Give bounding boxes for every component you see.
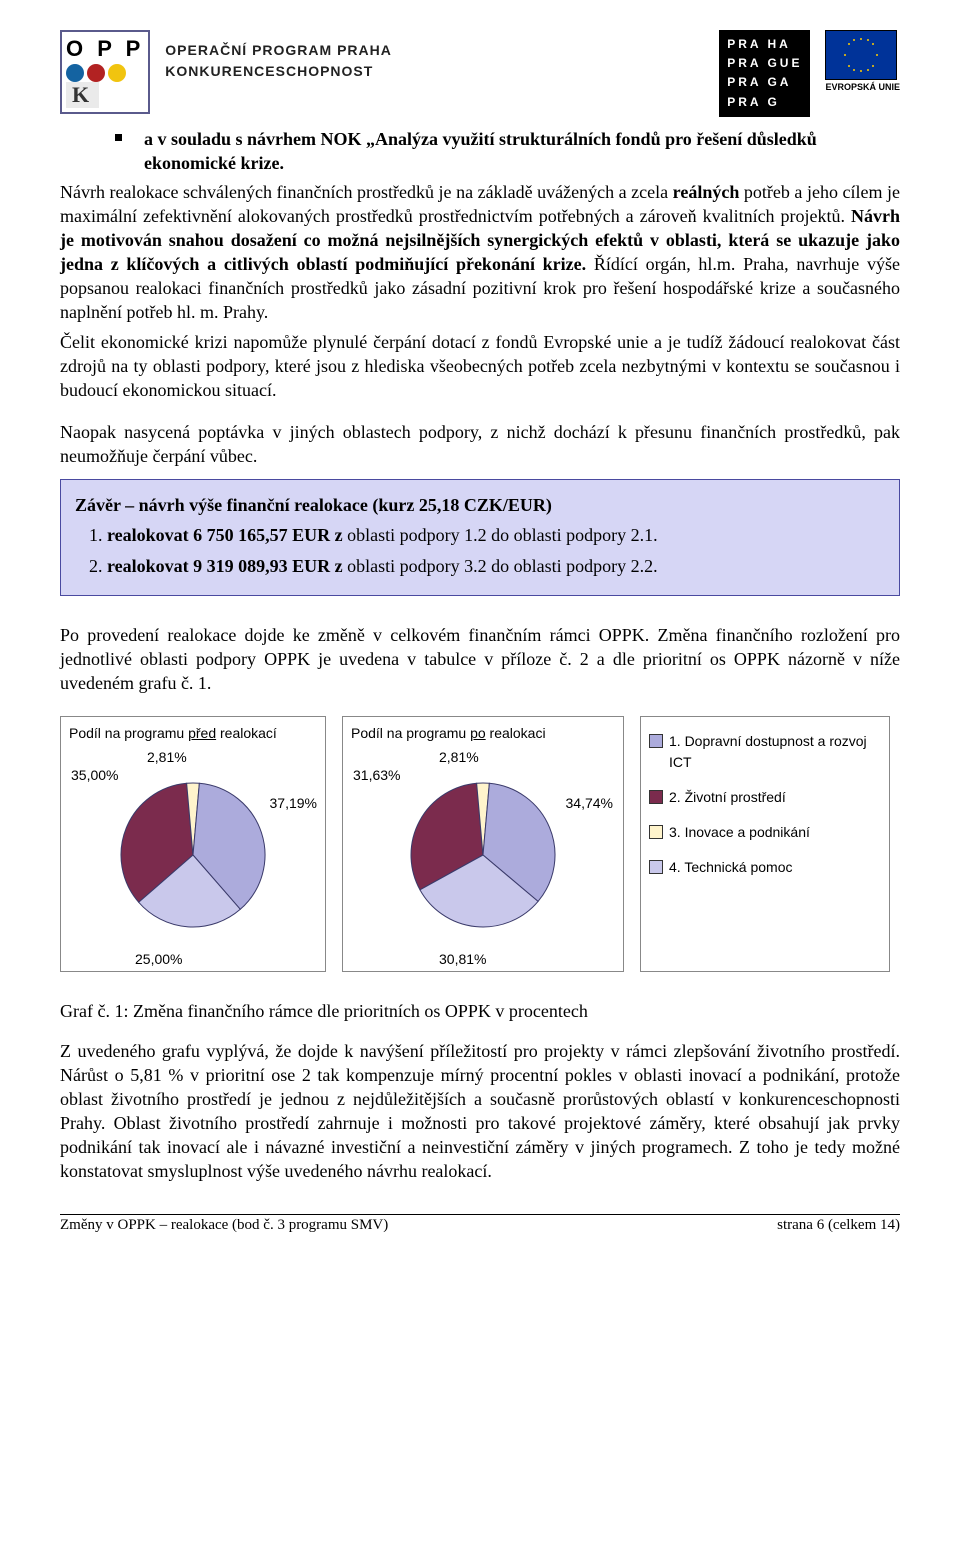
eu-label: EVROPSKÁ UNIE <box>825 82 900 92</box>
c2-bold: realokovat 9 319 089,93 EUR z <box>107 556 343 576</box>
callout-title: Závěr – návrh výše finanční realokace (k… <box>75 490 885 521</box>
page-header: O P P K OPERAČNÍ PROGRAM PRAHA KONKURENC… <box>60 30 900 117</box>
legend-label: 2. Životní prostředí <box>669 787 786 808</box>
legend-item: 4. Technická pomoc <box>649 857 881 878</box>
chart-before-title: Podíl na programu před realokací <box>69 725 317 741</box>
legend-item: 1. Dopravní dostupnost a rozvoj ICT <box>649 731 881 773</box>
legend-swatch-icon <box>649 734 663 748</box>
program-line2: KONKURENCESCHOPNOST <box>165 61 719 82</box>
pie-label: 35,00% <box>71 767 118 783</box>
eu-flag-icon <box>825 30 897 80</box>
footer-right: strana 6 (celkem 14) <box>777 1217 900 1234</box>
paragraph-5: Z uvedeného grafu vyplývá, že dojde k na… <box>60 1040 900 1184</box>
legend-label: 1. Dopravní dostupnost a rozvoj ICT <box>669 731 881 773</box>
legend-swatch-icon <box>649 790 663 804</box>
page-footer: Změny v OPPK – realokace (bod č. 3 progr… <box>60 1217 900 1234</box>
eu-flag-block: EVROPSKÁ UNIE <box>825 30 900 92</box>
legend-label: 4. Technická pomoc <box>669 857 792 878</box>
c2-num: 2. <box>89 556 107 576</box>
bullet-text: a v souladu s návrhem NOK „Analýza využi… <box>144 127 900 176</box>
callout-line-1: 1. realokovat 6 750 165,57 EUR z oblasti… <box>75 520 885 551</box>
pie-label: 31,63% <box>353 767 400 783</box>
bullet-icon <box>115 134 122 141</box>
praha-line: PRA GA <box>727 73 802 92</box>
footer-divider <box>60 1214 900 1215</box>
pie-label: 37,19% <box>270 795 317 811</box>
praha-logo: PRA HA PRA GUE PRA GA PRA G <box>719 30 810 117</box>
p1-a: Návrh realokace schválených finančních p… <box>60 182 673 202</box>
legend-label: 3. Inovace a podnikání <box>669 822 810 843</box>
oppk-k: K <box>66 82 99 108</box>
pie-label: 30,81% <box>439 951 486 967</box>
c1-rest: oblasti podpory 1.2 do oblasti podpory 2… <box>343 525 658 545</box>
logo-dot-red <box>87 64 105 82</box>
legend-swatch-icon <box>649 860 663 874</box>
pie-label: 2,81% <box>147 749 187 765</box>
logo-dot-blue <box>66 64 84 82</box>
callout-box: Závěr – návrh výše finanční realokace (k… <box>60 479 900 597</box>
pie-label: 2,81% <box>439 749 479 765</box>
c2-rest: oblasti podpory 3.2 do oblasti podpory 2… <box>343 556 658 576</box>
paragraph-2: Čelit ekonomické krizi napomůže plynulé … <box>60 331 900 403</box>
legend-swatch-icon <box>649 825 663 839</box>
pie-label: 34,74% <box>566 795 613 811</box>
chart-before: Podíl na programu před realokací 35,00% … <box>60 716 326 972</box>
program-title: OPERAČNÍ PROGRAM PRAHA KONKURENCESCHOPNO… <box>150 30 719 82</box>
paragraph-3: Naopak nasycená poptávka v jiných oblast… <box>60 421 900 469</box>
chart-caption: Graf č. 1: Změna finančního rámce dle pr… <box>60 1000 900 1024</box>
c1-num: 1. <box>89 525 107 545</box>
callout-line-2: 2. realokovat 9 319 089,93 EUR z oblasti… <box>75 551 885 582</box>
chart-after: Podíl na programu po realokaci 31,63% 2,… <box>342 716 624 972</box>
legend-item: 2. Životní prostředí <box>649 787 881 808</box>
oppk-logo: O P P K <box>60 30 150 114</box>
chart-legend: 1. Dopravní dostupnost a rozvoj ICT 2. Ž… <box>640 716 890 972</box>
paragraph-4: Po provedení realokace dojde ke změně v … <box>60 624 900 696</box>
chart-after-title: Podíl na programu po realokaci <box>351 725 615 741</box>
charts-row: Podíl na programu před realokací 35,00% … <box>60 716 900 972</box>
praha-line: PRA G <box>727 93 802 112</box>
c1-bold: realokovat 6 750 165,57 EUR z <box>107 525 343 545</box>
oppk-text: O P P <box>66 36 144 62</box>
bullet-item: a v souladu s návrhem NOK „Analýza využi… <box>115 127 900 176</box>
praha-line: PRA GUE <box>727 54 802 73</box>
logo-dot-yellow <box>108 64 126 82</box>
p1-b: reálných <box>673 182 740 202</box>
pie-label: 25,00% <box>135 951 182 967</box>
legend-item: 3. Inovace a podnikání <box>649 822 881 843</box>
praha-line: PRA HA <box>727 35 802 54</box>
footer-left: Změny v OPPK – realokace (bod č. 3 progr… <box>60 1217 388 1234</box>
paragraph-1: Návrh realokace schválených finančních p… <box>60 181 900 325</box>
program-line1: OPERAČNÍ PROGRAM PRAHA <box>165 40 719 61</box>
